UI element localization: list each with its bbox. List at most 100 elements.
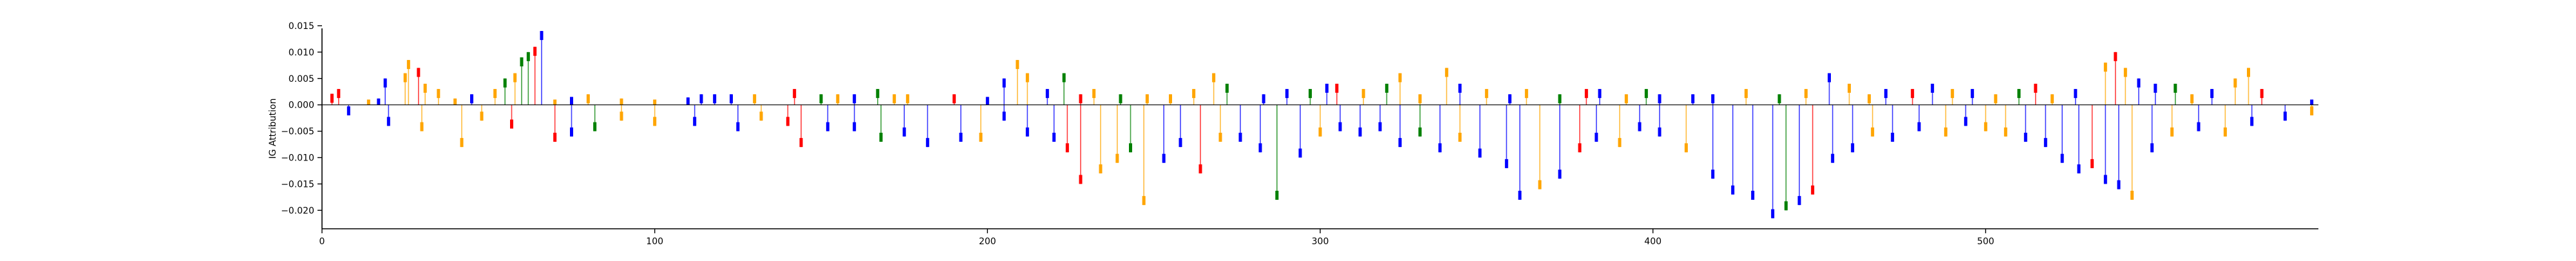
attribution-mark xyxy=(503,78,507,105)
attribution-mark xyxy=(1444,68,1448,105)
x-tick-label: 200 xyxy=(979,237,996,247)
y-tick-label: −0.020 xyxy=(281,206,314,216)
attribution-mark xyxy=(1002,78,1006,105)
attribution-mark xyxy=(2077,104,2081,174)
attribution-mark xyxy=(905,94,909,105)
attribution-mark xyxy=(1162,104,1166,163)
attribution-mark xyxy=(1964,104,1967,126)
attribution-mark xyxy=(423,83,427,105)
attribution-mark xyxy=(1275,104,1279,200)
attribution-mark xyxy=(460,104,464,148)
attribution-mark xyxy=(1751,104,1755,200)
attribution-mark xyxy=(1484,89,1488,105)
attribution-mark xyxy=(1684,104,1688,153)
attribution-mark xyxy=(1238,104,1242,142)
attribution-mark xyxy=(853,94,857,105)
attribution-mark xyxy=(553,104,557,142)
attribution-mark xyxy=(1052,104,1056,142)
attribution-mark xyxy=(586,94,590,105)
attribution-mark xyxy=(1099,104,1103,174)
attribution-mark xyxy=(2247,68,2250,105)
attribution-mark xyxy=(699,94,703,105)
attribution-mark xyxy=(1804,89,1808,105)
attribution-mark xyxy=(1784,104,1788,211)
y-tick-label: −0.010 xyxy=(281,153,314,164)
attribution-mark xyxy=(893,94,896,105)
attribution-mark xyxy=(1418,104,1422,137)
attribution-mark xyxy=(1198,104,1202,174)
attribution-mark xyxy=(1258,104,1262,153)
x-tick-label: 300 xyxy=(1312,237,1329,247)
attribution-mark xyxy=(366,99,370,105)
attribution-mark xyxy=(1079,104,1083,184)
attribution-mark xyxy=(1951,89,1955,105)
y-tick-label: 0.015 xyxy=(289,21,314,32)
attribution-mark xyxy=(1644,89,1648,105)
attribution-mark xyxy=(337,89,341,105)
attribution-marks xyxy=(330,31,2314,218)
attribution-mark xyxy=(1218,104,1222,142)
attribution-mark xyxy=(1691,94,1695,105)
attribution-mark xyxy=(1658,94,1662,105)
attribution-mark xyxy=(2170,104,2174,137)
attribution-mark xyxy=(1361,89,1365,105)
attribution-mark xyxy=(1418,94,1422,105)
attribution-mark xyxy=(480,104,484,121)
attribution-mark xyxy=(2310,99,2314,105)
attribution-mark xyxy=(1478,104,1482,158)
attribution-mark xyxy=(1994,94,1998,105)
attribution-mark xyxy=(593,104,597,131)
attribution-mark xyxy=(1398,104,1402,148)
attribution-mark xyxy=(1931,83,1935,105)
attribution-mark xyxy=(403,73,407,105)
attribution-mark xyxy=(2190,94,2194,105)
attribution-mark xyxy=(1971,89,1975,105)
attribution-mark xyxy=(1917,104,1921,131)
attribution-mark xyxy=(1944,104,1947,137)
attribution-mark xyxy=(1025,104,1029,137)
attribution-mark xyxy=(1145,94,1149,105)
attribution-mark xyxy=(1262,94,1265,105)
attribution-mark xyxy=(1828,73,1831,105)
x-ticks: 0 100 200 300 400 500 xyxy=(319,229,1994,247)
attribution-mark xyxy=(1797,104,1801,206)
y-ticks: 0.015 0.010 0.005 0.000 −0.005 −0.010 −0.015 −0… xyxy=(281,21,322,216)
attribution-mark xyxy=(383,78,387,105)
attribution-mark xyxy=(2250,104,2254,126)
attribution-mark xyxy=(2154,83,2157,105)
attribution-mark xyxy=(520,57,524,105)
attribution-mark xyxy=(1584,89,1588,105)
attribution-mark xyxy=(730,94,733,105)
attribution-mark xyxy=(1618,104,1622,148)
attribution-mark xyxy=(2117,104,2121,189)
y-axis-label: IG Attribution xyxy=(268,99,278,159)
attribution-mark xyxy=(1002,104,1006,121)
attribution-mark xyxy=(1212,73,1216,105)
attribution-mark xyxy=(1658,104,1662,137)
attribution-mark xyxy=(1458,83,1462,105)
attribution-mark xyxy=(1508,94,1511,105)
attribution-mark xyxy=(510,104,513,129)
attribution-mark xyxy=(1309,89,1312,105)
attribution-mark xyxy=(1325,83,1329,105)
attribution-mark xyxy=(2260,89,2264,105)
attribution-mark xyxy=(1871,104,1875,137)
attribution-mark xyxy=(2103,104,2107,184)
attribution-mark xyxy=(653,104,657,126)
attribution-mark xyxy=(713,94,717,105)
attribution-mark xyxy=(959,104,963,142)
attribution-mark xyxy=(1142,104,1146,206)
attribution-mark xyxy=(2223,104,2227,137)
attribution-mark xyxy=(786,104,790,126)
attribution-mark xyxy=(2210,89,2214,105)
attribution-mark xyxy=(985,97,989,105)
attribution-mark xyxy=(1225,83,1229,105)
axes: 0 100 200 300 400 500 0.015 0.010 0.005 0.000 −0.… xyxy=(268,21,2318,247)
attribution-mark xyxy=(377,98,381,105)
attribution-mark xyxy=(686,97,690,105)
attribution-mark xyxy=(1504,104,1508,168)
attribution-mark xyxy=(2017,89,2021,105)
attribution-mark xyxy=(1831,104,1835,163)
attribution-mark xyxy=(799,104,803,148)
